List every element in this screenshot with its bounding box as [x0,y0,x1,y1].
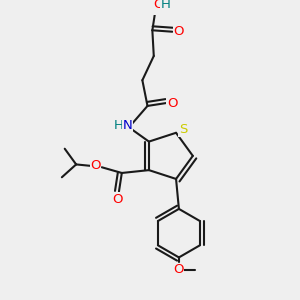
Text: H: H [161,0,171,11]
Text: O: O [112,193,123,206]
Text: S: S [179,123,188,136]
Text: O: O [167,97,178,110]
Text: O: O [90,159,101,172]
Text: O: O [153,0,163,11]
Text: O: O [173,25,184,38]
Text: O: O [173,263,184,276]
Text: N: N [123,119,132,132]
Text: H: H [114,119,124,132]
